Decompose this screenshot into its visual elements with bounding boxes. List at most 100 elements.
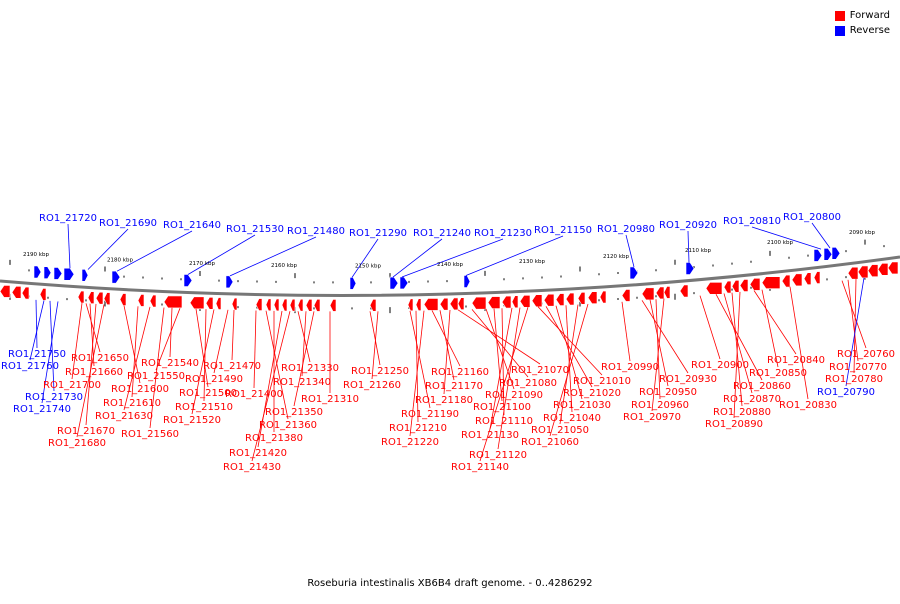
gene-arrow — [847, 266, 859, 280]
leader-line — [265, 310, 289, 420]
gene-arrow — [519, 295, 531, 308]
gene-arrow — [255, 298, 263, 311]
legend-forward-label: Forward — [849, 10, 890, 21]
gene-arrow — [53, 267, 63, 280]
gene-arrow — [189, 296, 205, 310]
gene-label-forward: RO1_21040 — [543, 413, 601, 424]
gene-label-forward: RO1_20990 — [601, 362, 659, 373]
scale-label: 2120 kbp — [603, 254, 629, 260]
gene-label-reverse: RO1_20800 — [783, 212, 841, 223]
leader-line — [49, 300, 55, 392]
gene-label-forward: RO1_20850 — [749, 368, 807, 379]
gene-arrow — [215, 297, 222, 310]
gene-label-forward: RO1_21050 — [531, 425, 589, 436]
leader-line — [789, 286, 809, 400]
gene-label-reverse: RO1_20810 — [723, 216, 781, 227]
leader-line — [841, 280, 867, 349]
leader-line — [549, 303, 589, 437]
gene-arrow — [749, 278, 761, 291]
gene-arrow — [629, 266, 639, 280]
leader-line — [85, 303, 97, 426]
leader-line — [415, 310, 419, 423]
leader-line — [497, 307, 521, 450]
gene-arrow — [313, 299, 321, 312]
gene-arrow — [555, 293, 565, 306]
gene-arrow — [205, 296, 214, 310]
leader-line — [187, 234, 256, 275]
scale-label: 2130 kbp — [519, 259, 545, 265]
gene-label-forward: RO1_21680 — [48, 438, 106, 449]
gene-label-forward: RO1_21670 — [57, 426, 115, 437]
leader-line — [67, 223, 71, 269]
gene-label-forward: RO1_20960 — [631, 400, 689, 411]
gene-arrow — [705, 282, 723, 295]
gene-arrow — [21, 286, 30, 300]
leader-line — [229, 236, 317, 277]
gene-arrow — [791, 273, 803, 287]
leader-line — [479, 307, 529, 462]
gene-label-forward: RO1_21190 — [401, 409, 459, 420]
gene-arrow — [231, 297, 238, 311]
gene-label-forward: RO1_20860 — [733, 381, 791, 392]
gene-label-forward: RO1_21490 — [185, 374, 243, 385]
gene-label-forward: RO1_21110 — [475, 416, 533, 427]
gene-label-reverse: RO1_21150 — [534, 225, 592, 236]
figure-caption: Roseburia intestinalis XB6B4 draft genom… — [307, 578, 593, 589]
gene-label-forward: RO1_21420 — [229, 448, 287, 459]
leader-line — [545, 306, 593, 388]
gene-arrow — [137, 294, 145, 307]
gene-arrow — [329, 299, 337, 312]
scale-label: 2190 kbp — [23, 252, 49, 258]
gene-label-forward: RO1_21330 — [281, 363, 339, 374]
gene-label-forward: RO1_21510 — [175, 402, 233, 413]
gene-label-forward: RO1_21180 — [415, 395, 473, 406]
leader-line — [35, 299, 38, 349]
scale-label: 2110 kbp — [685, 248, 711, 254]
leader-line — [155, 308, 181, 371]
gene-arrow — [265, 298, 272, 312]
gene-arrow — [543, 293, 555, 307]
gene-label-forward: RO1_21540 — [141, 358, 199, 369]
leader-line — [371, 311, 379, 380]
leader-line — [465, 235, 564, 276]
gene-label-reverse: RO1_21480 — [287, 226, 345, 237]
leader-line — [489, 307, 513, 430]
leader-line — [845, 277, 865, 387]
gene-labels: RO1_21720 RO1_21690 RO1_21640 RO1_21530 RO1_… — [1, 212, 895, 473]
gene-arrow — [877, 263, 889, 276]
genome-backbone — [0, 255, 900, 297]
leader-line — [297, 311, 311, 363]
leader-line — [439, 310, 455, 381]
gene-arrow — [463, 275, 471, 288]
leader-line — [293, 311, 315, 407]
leader-line — [409, 310, 425, 437]
gene-arrow — [803, 272, 812, 285]
gene-label-forward: RO1_20880 — [713, 407, 771, 418]
leader-line — [733, 291, 741, 419]
gene-label-forward: RO1_20870 — [723, 394, 781, 405]
leader-line — [655, 299, 661, 400]
gene-label-forward: RO1_20900 — [691, 360, 749, 371]
leader-line — [621, 301, 631, 362]
gene-label-forward: RO1_21010 — [573, 376, 631, 387]
gene-arrow — [655, 286, 665, 300]
gene-label-forward: RO1_21470 — [203, 361, 261, 372]
leader-line — [471, 309, 529, 378]
leader-line — [123, 306, 151, 411]
gene-arrow — [685, 262, 695, 275]
gene-arrows — [0, 247, 899, 312]
gene-label-forward: RO1_21080 — [499, 378, 557, 389]
gene-arrow — [449, 297, 459, 311]
gene-arrow — [723, 280, 732, 294]
gene-arrow — [813, 271, 821, 284]
gene-arrow — [813, 249, 823, 262]
leader-line — [87, 228, 129, 270]
legend: Forward Reverse — [834, 8, 890, 38]
leader-line — [761, 289, 779, 368]
gene-label-forward: RO1_21560 — [121, 429, 179, 440]
gene-label-forward: RO1_21650 — [71, 353, 129, 364]
gene-label-reverse: RO1_21720 — [39, 213, 97, 224]
gene-label-forward: RO1_21600 — [111, 384, 169, 395]
leader-line — [715, 293, 763, 381]
